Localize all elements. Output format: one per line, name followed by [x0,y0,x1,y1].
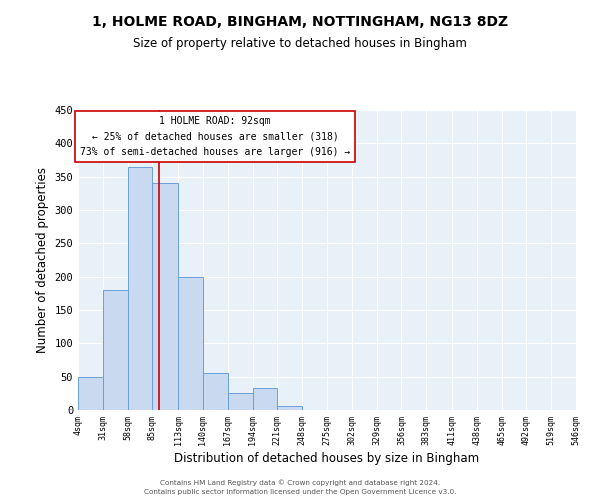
Bar [178,276,203,410]
Text: Contains HM Land Registry data © Crown copyright and database right 2024.
Contai: Contains HM Land Registry data © Crown c… [144,480,456,495]
Bar [152,184,178,410]
Bar [277,406,302,410]
Bar [128,166,152,410]
Text: 1 HOLME ROAD: 92sqm
← 25% of detached houses are smaller (318)
73% of semi-detac: 1 HOLME ROAD: 92sqm ← 25% of detached ho… [80,116,350,158]
Text: 1, HOLME ROAD, BINGHAM, NOTTINGHAM, NG13 8DZ: 1, HOLME ROAD, BINGHAM, NOTTINGHAM, NG13… [92,15,508,29]
Y-axis label: Number of detached properties: Number of detached properties [36,167,49,353]
Bar [228,392,253,410]
Bar [253,388,277,410]
Bar [203,374,228,410]
Bar [78,378,103,410]
Text: Size of property relative to detached houses in Bingham: Size of property relative to detached ho… [133,38,467,51]
Bar [103,290,128,410]
X-axis label: Distribution of detached houses by size in Bingham: Distribution of detached houses by size … [175,452,479,465]
